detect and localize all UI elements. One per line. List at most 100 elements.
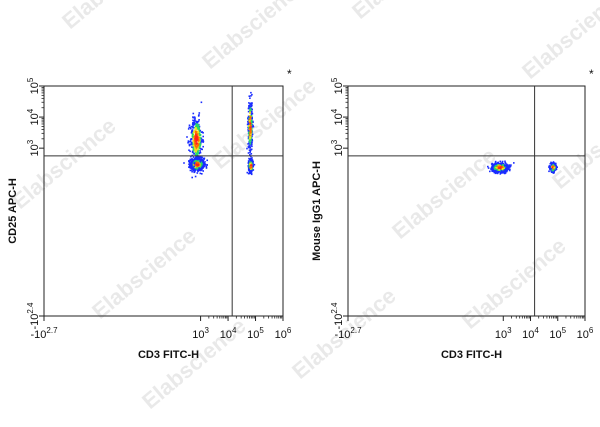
event-point <box>196 145 198 147</box>
event-point <box>196 146 198 148</box>
event-point <box>249 126 251 128</box>
event-point <box>549 168 551 171</box>
event-point <box>203 165 206 167</box>
event-point <box>549 163 552 165</box>
event-point <box>251 145 253 148</box>
event-point <box>194 117 196 119</box>
event-point <box>199 129 202 132</box>
event-point <box>487 167 490 169</box>
event-point <box>490 167 492 170</box>
event-point <box>200 140 203 143</box>
event-point <box>186 136 188 138</box>
event-point <box>189 139 192 141</box>
event-point <box>193 130 195 133</box>
event-point <box>193 153 195 155</box>
event-point <box>248 128 251 130</box>
event-point <box>188 166 190 168</box>
event-point <box>499 167 502 170</box>
event-point <box>204 161 206 163</box>
event-point <box>192 119 194 122</box>
event-point <box>188 126 191 129</box>
event-point <box>247 143 249 145</box>
event-point <box>494 171 497 173</box>
event-point <box>247 152 250 154</box>
event-point <box>500 170 503 172</box>
event-point <box>249 159 252 161</box>
event-point <box>249 144 251 146</box>
event-point <box>495 166 497 169</box>
event-point <box>553 167 555 169</box>
event-point <box>251 135 253 137</box>
event-point <box>192 149 195 151</box>
event-point <box>194 163 196 166</box>
event-point <box>248 172 250 175</box>
event-point <box>509 165 512 168</box>
event-point <box>198 165 201 168</box>
event-point <box>499 171 502 174</box>
event-point <box>247 110 250 113</box>
event-point <box>199 145 201 148</box>
event-point <box>498 165 500 167</box>
event-point <box>198 139 200 141</box>
event-point <box>200 161 202 164</box>
event-point <box>194 159 197 162</box>
event-point <box>550 170 553 173</box>
event-point <box>193 168 195 171</box>
watermark-text: Elabscience <box>207 73 321 174</box>
event-point <box>200 101 203 104</box>
plot-frame <box>43 85 284 317</box>
event-point <box>252 169 255 171</box>
event-point <box>552 162 554 164</box>
event-point <box>251 168 253 171</box>
event-point <box>200 158 203 161</box>
event-point <box>250 153 253 155</box>
event-point <box>248 125 250 127</box>
event-point <box>249 172 252 174</box>
event-point <box>189 140 192 143</box>
event-point <box>197 163 199 165</box>
event-point <box>191 132 194 135</box>
event-point <box>196 172 199 174</box>
event-point <box>246 147 248 150</box>
event-point <box>192 140 194 142</box>
event-point <box>206 159 208 162</box>
event-point <box>188 163 190 166</box>
watermark-text: Elabscience <box>7 113 121 214</box>
event-point <box>249 130 251 132</box>
event-point <box>505 171 507 173</box>
watermark-text: Elabscience <box>197 0 311 74</box>
event-point <box>494 160 497 163</box>
event-point <box>250 111 253 113</box>
event-point <box>508 165 510 168</box>
event-point <box>195 121 198 123</box>
event-point <box>493 171 496 174</box>
event-point <box>194 154 197 156</box>
event-point <box>196 121 199 123</box>
event-point <box>202 135 204 138</box>
event-point <box>249 151 251 154</box>
event-point <box>202 161 204 163</box>
event-point <box>194 123 196 125</box>
event-point <box>556 166 558 168</box>
event-point <box>250 95 252 97</box>
event-point <box>201 156 203 159</box>
event-point <box>552 168 555 170</box>
event-point <box>188 149 190 151</box>
event-point <box>193 116 196 118</box>
event-point <box>248 115 251 117</box>
event-point <box>191 133 194 136</box>
event-point <box>553 172 555 174</box>
event-point <box>250 161 253 163</box>
event-point <box>202 170 204 172</box>
event-point <box>197 125 200 127</box>
event-point <box>189 169 192 172</box>
event-point <box>198 125 201 128</box>
event-point <box>551 166 554 169</box>
event-point <box>503 170 506 173</box>
event-point <box>194 119 196 122</box>
event-point <box>198 157 201 159</box>
event-point <box>200 148 203 150</box>
event-point <box>202 164 204 166</box>
event-point <box>252 162 254 165</box>
